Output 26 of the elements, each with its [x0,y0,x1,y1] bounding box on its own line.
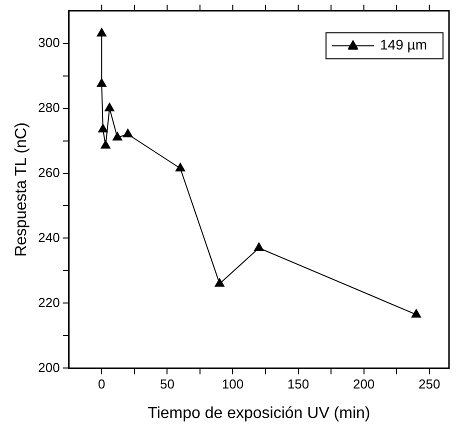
point [100,140,110,149]
point [254,242,264,251]
x-tick-label: 200 [352,376,375,392]
x-tick-label: 250 [418,376,440,392]
y-tick-label: 300 [38,34,60,50]
y-axis-title: Respuesta TL (nC) [13,122,30,257]
point [214,278,224,287]
point [175,162,186,172]
point [112,132,122,141]
y-tick-label: 220 [38,294,60,310]
y-tick-label: 280 [38,100,60,115]
point [96,78,106,87]
point [104,102,114,112]
y-tick-label: 200 [38,360,60,375]
x-tick-label: 50 [160,376,174,392]
point [98,124,108,132]
point [411,309,422,318]
x-tick-label: 100 [222,376,244,392]
x-axis-title: Tiempo de exposición UV (min) [148,404,370,422]
x-tick-label: 0 [98,376,106,392]
y-tick-label: 260 [38,164,60,180]
x-tick-label: 150 [287,376,310,392]
point [96,28,106,37]
y-tick-label: 240 [38,230,60,245]
legend-label: 149 µm [380,36,428,53]
point [123,128,133,138]
